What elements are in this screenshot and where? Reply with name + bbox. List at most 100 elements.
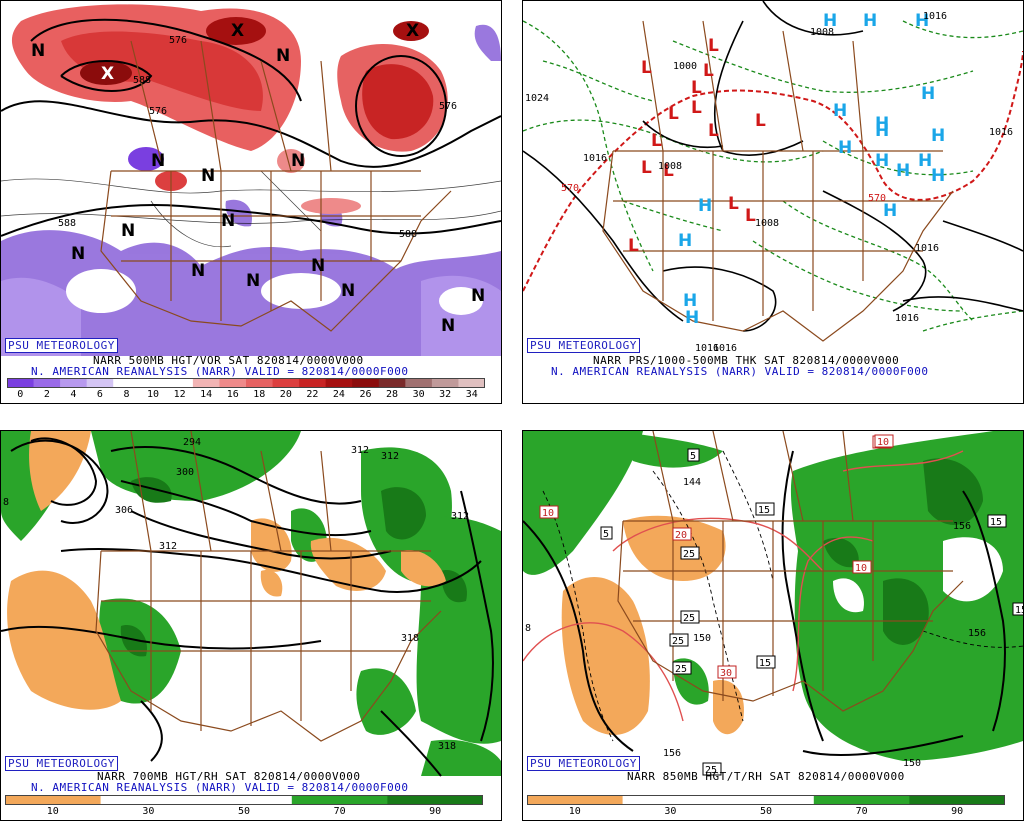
low-pressure-symbol: L [691, 98, 702, 118]
vorticity-maximum-symbol: X [231, 21, 244, 41]
colorbar-tick-label: 50 [759, 806, 773, 817]
colorbar-swatch [405, 378, 433, 388]
temperature-label: 15 [1012, 602, 1023, 616]
thickness-label: 570 [868, 193, 886, 204]
contour-label: 150 [903, 758, 921, 769]
temperature-label: 30 [717, 665, 737, 679]
contour-label: 588 [133, 75, 151, 86]
temperature-labels: 10551510202525252515253010151510 [539, 434, 1023, 776]
branding-label: PSU METEOROLOGY [5, 338, 118, 353]
svg-text:15: 15 [1015, 605, 1023, 616]
svg-text:5: 5 [603, 529, 609, 540]
colorbar-swatch [192, 378, 220, 388]
high-pressure-symbol: H [921, 84, 935, 104]
low-pressure-symbol: L [641, 58, 652, 78]
vorticity-minimum-symbol: N [151, 151, 165, 171]
low-pressure-symbol: L [755, 111, 766, 131]
contour-label: 156 [968, 628, 986, 639]
low-pressure-symbol: L [708, 121, 719, 141]
colorbar-tick-label: 10 [147, 389, 160, 400]
high-pressure-symbol: H [833, 101, 847, 121]
temperature-label: 25 [680, 610, 700, 624]
colorbar-tick-label: 50 [237, 806, 251, 817]
colorbar-tick-label: 28 [386, 389, 399, 400]
branding-label: PSU METEOROLOGY [527, 756, 640, 771]
colorbar-tick-label: 4 [70, 389, 77, 400]
rh-700-map: 294 300 306 312 312 312 312 318 318 8 [1, 431, 501, 777]
colorbar-swatch [139, 378, 167, 388]
contour-label: 1008 [658, 161, 682, 172]
isobar-labels: 1000 1016 1008 1016 1016 1024 1016 1008 … [525, 11, 1013, 354]
high-pressure-symbol: H [915, 11, 929, 31]
contour-label: 588 [399, 229, 417, 240]
panel-500mb-vorticity: N N N N N N N N N N N N N N X X X 588 57… [0, 0, 502, 404]
contour-label: 1008 [755, 218, 779, 229]
panel-850mb-temperature-rh: 144 150 156 156 156 150 8 10 5 5 15 10 20 25 25… [522, 430, 1024, 821]
colorbar-tick-label: 70 [855, 806, 868, 817]
branding-label: PSU METEOROLOGY [527, 338, 640, 353]
vorticity-minimum-symbol: N [71, 244, 85, 264]
vorticity-minimum-symbol: N [311, 256, 325, 276]
contour-label: 1016 [895, 313, 919, 324]
colorbar-tick-label: 18 [253, 389, 266, 400]
colorbar-swatch [718, 795, 815, 805]
low-pressure-symbol: L [703, 61, 714, 81]
svg-text:15: 15 [990, 517, 1002, 528]
temperature-label: 25 [672, 661, 692, 675]
colorbar-tick-label: 32 [439, 389, 452, 400]
contour-label: 312 [159, 541, 177, 552]
vorticity-symbols: N N N N N N N N N N N N N N X X X [31, 21, 485, 336]
rh-colorbar [5, 795, 483, 805]
thickness-label: 570 [561, 183, 579, 194]
temperature-label: 15 [756, 655, 776, 669]
colorbar-swatch [387, 795, 483, 805]
contour-label: 576 [169, 35, 187, 46]
contour-label: 1016 [583, 153, 607, 164]
colorbar-tick-label: 70 [333, 806, 346, 817]
temperature-label: 25 [702, 762, 722, 776]
height-contour-labels: 144 150 156 156 156 150 8 [525, 477, 986, 769]
vorticity-minimum-symbol: N [291, 151, 305, 171]
svg-text:30: 30 [720, 668, 732, 679]
panel-700mb-rh: 294 300 306 312 312 312 312 318 318 8 PS… [0, 430, 502, 821]
contour-label: 576 [439, 101, 457, 112]
temperature-label: 10 [539, 505, 559, 519]
high-pressure-symbol: H [823, 11, 837, 31]
colorbar-tick-label: 12 [173, 389, 186, 400]
high-pressure-symbol: H [875, 114, 889, 134]
temperature-label: 5 [687, 448, 700, 462]
very-high-humidity-shading [823, 458, 983, 645]
colorbar-tick-label: 30 [664, 806, 677, 817]
contour-label: 8 [525, 623, 531, 634]
colorbar-tick-label: 20 [279, 389, 292, 400]
temperature-label: 10 [874, 434, 894, 448]
contour-label: 150 [693, 633, 711, 644]
vorticity-minimum-symbol: N [441, 316, 455, 336]
svg-text:10: 10 [877, 437, 889, 448]
colorbar-swatch [378, 378, 406, 388]
svg-text:25: 25 [683, 613, 695, 624]
chart-valid-line: N. AMERICAN REANALYSIS (NARR) VALID = 82… [31, 781, 409, 794]
colorbar-swatch [196, 795, 293, 805]
colorbar-swatch [527, 795, 624, 805]
high-pressure-symbol: H [875, 151, 889, 171]
rh-850-map: 144 150 156 156 156 150 8 10 5 5 15 10 20 25 25… [523, 431, 1023, 776]
contour-label: 306 [115, 505, 133, 516]
contour-label: 1016 [713, 343, 737, 354]
colorbar-swatch [813, 795, 910, 805]
contour-label: 318 [438, 741, 456, 752]
contour-label: 156 [663, 748, 681, 759]
svg-text:25: 25 [683, 549, 695, 560]
low-pressure-symbol: L [628, 236, 639, 256]
positive-vorticity-shading [11, 4, 448, 214]
colorbar-tick-label: 22 [306, 389, 319, 400]
vorticity-map: N N N N N N N N N N N N N N X X X 588 57… [1, 4, 501, 356]
low-pressure-symbol: L [691, 78, 702, 98]
colorbar-swatch [352, 378, 380, 388]
chart-title-line: NARR 850MB HGT/T/RH SAT 820814/0000V000 [627, 770, 905, 783]
thickness-570-contour [523, 50, 1023, 292]
chart-title-line: NARR 500MB HGT/VOR SAT 820814/0000V000 [93, 354, 364, 367]
contour-label: 1016 [989, 127, 1013, 138]
high-pressure-symbol: H [875, 121, 889, 141]
low-pressure-centers: L L L L L L L L L L L L L L [628, 36, 766, 256]
